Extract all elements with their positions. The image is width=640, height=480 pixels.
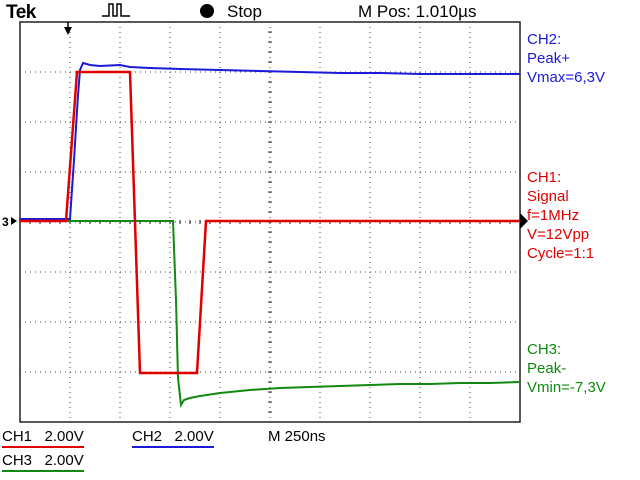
ch3-ground-label: 3 bbox=[2, 215, 9, 229]
ch1-annotation: CH1: Signal f=1MHz V=12Vpp Cycle=1:1 bbox=[527, 168, 594, 263]
ch2-annotation: CH2: Peak+ Vmax=6,3V bbox=[527, 30, 605, 87]
ch3-trace bbox=[20, 220, 521, 409]
ch3-readout-box: CH3 2.00V bbox=[2, 452, 84, 472]
ch2-annotation-title: CH2: bbox=[527, 31, 562, 48]
ch2-readout-scale: 2.00V bbox=[174, 428, 214, 445]
ch3-ground-marker bbox=[11, 217, 17, 225]
ch1-readout-scale: 2.00V bbox=[44, 428, 84, 445]
ch1-annotation-line2: f=1MHz bbox=[527, 207, 580, 224]
ch3-annotation-title: CH3: bbox=[527, 341, 562, 358]
ch3-annotation-line1: Peak- bbox=[527, 360, 567, 377]
brand-logo: Tek bbox=[6, 2, 36, 23]
ch2-annotation-line2: Vmax=6,3V bbox=[527, 69, 605, 86]
trigger-position-marker bbox=[64, 27, 72, 35]
ch1-readout-name: CH1 bbox=[2, 428, 33, 445]
ch3-scale-readout[interactable]: CH3 2.00V bbox=[2, 452, 84, 472]
pulse-trigger-icon bbox=[102, 3, 130, 17]
ch3-readout-name: CH3 bbox=[2, 452, 33, 469]
ch2-trace bbox=[20, 61, 520, 220]
run-state-label: Stop bbox=[227, 2, 262, 21]
ch2-readout-name: CH2 bbox=[132, 428, 163, 445]
trigger-level-marker bbox=[520, 213, 528, 229]
ch3-readout-scale: 2.00V bbox=[44, 452, 84, 469]
ch3-annotation: CH3: Peak- Vmin=-7,3V bbox=[527, 340, 606, 397]
timebase-readout[interactable]: M 250ns bbox=[268, 428, 326, 446]
ch1-annotation-line4: Cycle=1:1 bbox=[527, 245, 595, 262]
status-bar: Tek Stop M Pos: 1.010µs bbox=[0, 0, 640, 23]
ch1-trace bbox=[20, 70, 520, 375]
ch1-annotation-line1: Signal bbox=[527, 188, 569, 205]
ch1-readout-box: CH1 2.00V bbox=[2, 428, 84, 448]
horizontal-position: M Pos: 1.010µs bbox=[358, 2, 477, 21]
ch2-scale-readout[interactable]: CH2 2.00V bbox=[132, 428, 214, 448]
timebase-value: M 250ns bbox=[268, 428, 326, 445]
ch2-readout-box: CH2 2.00V bbox=[132, 428, 214, 448]
ch1-annotation-line3: V=12Vpp bbox=[527, 226, 590, 243]
ch1-annotation-title: CH1: bbox=[527, 169, 562, 186]
ch3-annotation-line2: Vmin=-7,3V bbox=[527, 379, 606, 396]
ch2-annotation-line1: Peak+ bbox=[527, 50, 570, 67]
stop-indicator-icon bbox=[200, 4, 214, 18]
ch1-scale-readout[interactable]: CH1 2.00V bbox=[2, 428, 84, 448]
